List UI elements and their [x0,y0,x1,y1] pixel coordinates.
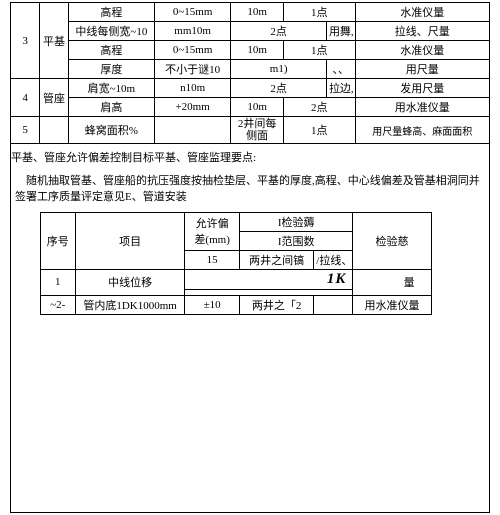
paragraph-2: 随机抽取管基、管座船的抗压强度按抽检垫层、平基的厚度,高程、中心线偏差及管基相洞… [11,173,489,206]
cell: ±10 [185,295,240,314]
cell: 不小于谜10 [154,60,230,79]
cell: 4 [11,79,40,117]
cell: 两井之「2 [240,295,314,314]
cell: 中线位移 [75,269,184,295]
table-row: ~2- 管内底1DK1000mm ±10 两井之「2 用水准仪量 [40,295,431,314]
cell: n10m [154,79,230,98]
cell: 1点 [283,41,355,60]
table-row: 肩高 +20mm 10m 2点 用水准仪量 [11,98,489,117]
cell: 管内底1DK1000mm [75,295,184,314]
cell: 用舞, [326,22,355,41]
table-1: 3 平基 高程 0~15mm 10m 1点 水准仪量 中线每侧宽~10 mm10… [11,3,489,144]
cell: 高程 [68,41,154,60]
cell: 10m [231,98,284,117]
cell: 3 [11,3,40,79]
cell: 用水准仪量 [353,295,431,314]
table-row: 高程 0~15mm 10m 1点 水准仪量 [11,41,489,60]
cell: 肩宽~10m [68,79,154,98]
cell: ~2- [40,295,75,314]
cell [40,117,69,144]
table-row: 5 蜂窝面积% 2井间每侧面 1点 用尺量蜂高、麻面面积 [11,117,489,144]
cell: 水准仪量 [355,41,489,60]
cell: /拉线、 [314,250,353,269]
cell: 高程 [68,3,154,22]
cell: mm10m [154,22,230,41]
page-frame: 3 平基 高程 0~15mm 10m 1点 水准仪量 中线每侧宽~10 mm10… [10,2,490,513]
paragraph-1: 平基、管座允许偏差控制目标平基、管座监理要点: [11,150,489,167]
cell: 1 [40,269,75,295]
cell: 5 [11,117,40,144]
table-2: 序号 项目 允许偏差(mm) I检验薅 检验慈 I范围数 15 两井之间镐 /拉… [40,212,432,315]
table-row: 序号 项目 允许偏差(mm) I检验薅 检验慈 [40,212,431,231]
cell: 1点 [283,3,355,22]
cell: 1点 [283,117,355,144]
cell: 10m [231,3,284,22]
cell: 10m [231,41,284,60]
cell: 用尺量 [355,60,489,79]
cell: 发用尺量 [355,79,489,98]
table-row: 1 中线位移 1K 量 [40,269,431,289]
cell: 2井间每侧面 [231,117,284,144]
cell: 管座 [40,79,69,117]
cell: 拉边, [326,79,355,98]
cell: 厚度 [68,60,154,79]
cell: I检验薅 [240,212,353,231]
cell: 平基 [40,3,69,79]
cell: 2点 [283,98,355,117]
cell [154,117,230,144]
table-row: 中线每侧宽~10 mm10m 2点 用舞, 拉线、尺量 [11,22,489,41]
cell: 允许偏差(mm) [185,212,240,250]
cell: 两井之间镐 [240,250,314,269]
cell: +20mm [154,98,230,117]
cell: 序号 [40,212,75,269]
cell: 2点 [231,22,327,41]
cell: 量 [353,269,431,295]
cell: 蜂窝面积% [68,117,154,144]
cell: 0~15mm [154,3,230,22]
cell: 肩高 [68,98,154,117]
cell: 2点 [231,79,327,98]
cell: 拉线、尺量 [355,22,489,41]
cell: 15 [185,250,240,269]
cell: 1K [185,269,353,289]
cell: I范围数 [240,231,353,250]
cell: 水准仪量 [355,3,489,22]
cell: 中线每侧宽~10 [68,22,154,41]
cell: 、、 [326,60,355,79]
table-row: 3 平基 高程 0~15mm 10m 1点 水准仪量 [11,3,489,22]
cell: 项目 [75,212,184,269]
cell: 检验慈 [353,212,431,269]
table-row: 4 管座 肩宽~10m n10m 2点 拉边, 发用尺量 [11,79,489,98]
cell: 用尺量蜂高、麻面面积 [355,117,489,144]
cell: 用水准仪量 [355,98,489,117]
table-row: 厚度 不小于谜10 m1) 、、 用尺量 [11,60,489,79]
cell: 0~15mm [154,41,230,60]
cell [314,295,353,314]
cell: m1) [231,60,327,79]
ink-annotation: 1K [327,271,347,287]
